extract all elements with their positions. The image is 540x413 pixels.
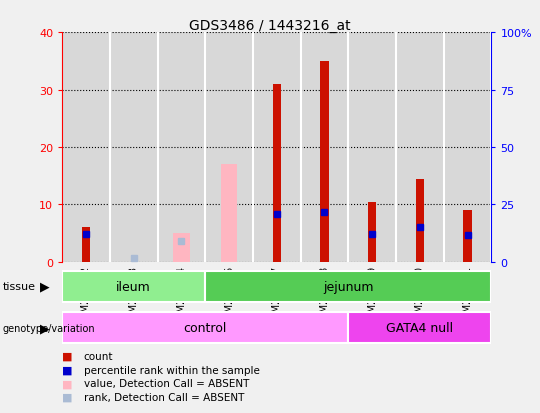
Text: control: control: [184, 321, 227, 335]
Text: ■: ■: [62, 351, 72, 361]
Text: rank, Detection Call = ABSENT: rank, Detection Call = ABSENT: [84, 392, 244, 402]
Bar: [173, 234, 190, 262]
Bar: [62, 33, 110, 262]
Bar: [416, 179, 424, 262]
Bar: [348, 33, 396, 262]
Bar: [110, 33, 158, 262]
Bar: [253, 33, 301, 262]
Bar: [444, 33, 491, 262]
Text: ■: ■: [62, 365, 72, 375]
Bar: [205, 271, 491, 302]
Bar: [205, 33, 253, 262]
Text: ileum: ileum: [116, 280, 151, 293]
Text: ▶: ▶: [40, 321, 50, 335]
Bar: [221, 165, 238, 262]
Bar: [158, 33, 205, 262]
Bar: [348, 313, 491, 343]
Text: genotype/variation: genotype/variation: [3, 323, 96, 333]
Bar: [320, 62, 329, 262]
Bar: [62, 313, 348, 343]
Bar: [368, 202, 376, 262]
Bar: [273, 85, 281, 262]
Text: ■: ■: [62, 392, 72, 402]
Bar: [396, 33, 444, 262]
Text: count: count: [84, 351, 113, 361]
Bar: [463, 211, 472, 262]
Bar: [301, 33, 348, 262]
Text: ▶: ▶: [40, 280, 50, 293]
Text: jejunum: jejunum: [323, 280, 374, 293]
Text: percentile rank within the sample: percentile rank within the sample: [84, 365, 260, 375]
Text: tissue: tissue: [3, 282, 36, 292]
Text: GDS3486 / 1443216_at: GDS3486 / 1443216_at: [189, 19, 351, 33]
Text: ■: ■: [62, 378, 72, 388]
Text: value, Detection Call = ABSENT: value, Detection Call = ABSENT: [84, 378, 249, 388]
Bar: [82, 228, 90, 262]
Bar: [62, 271, 205, 302]
Text: GATA4 null: GATA4 null: [386, 321, 454, 335]
